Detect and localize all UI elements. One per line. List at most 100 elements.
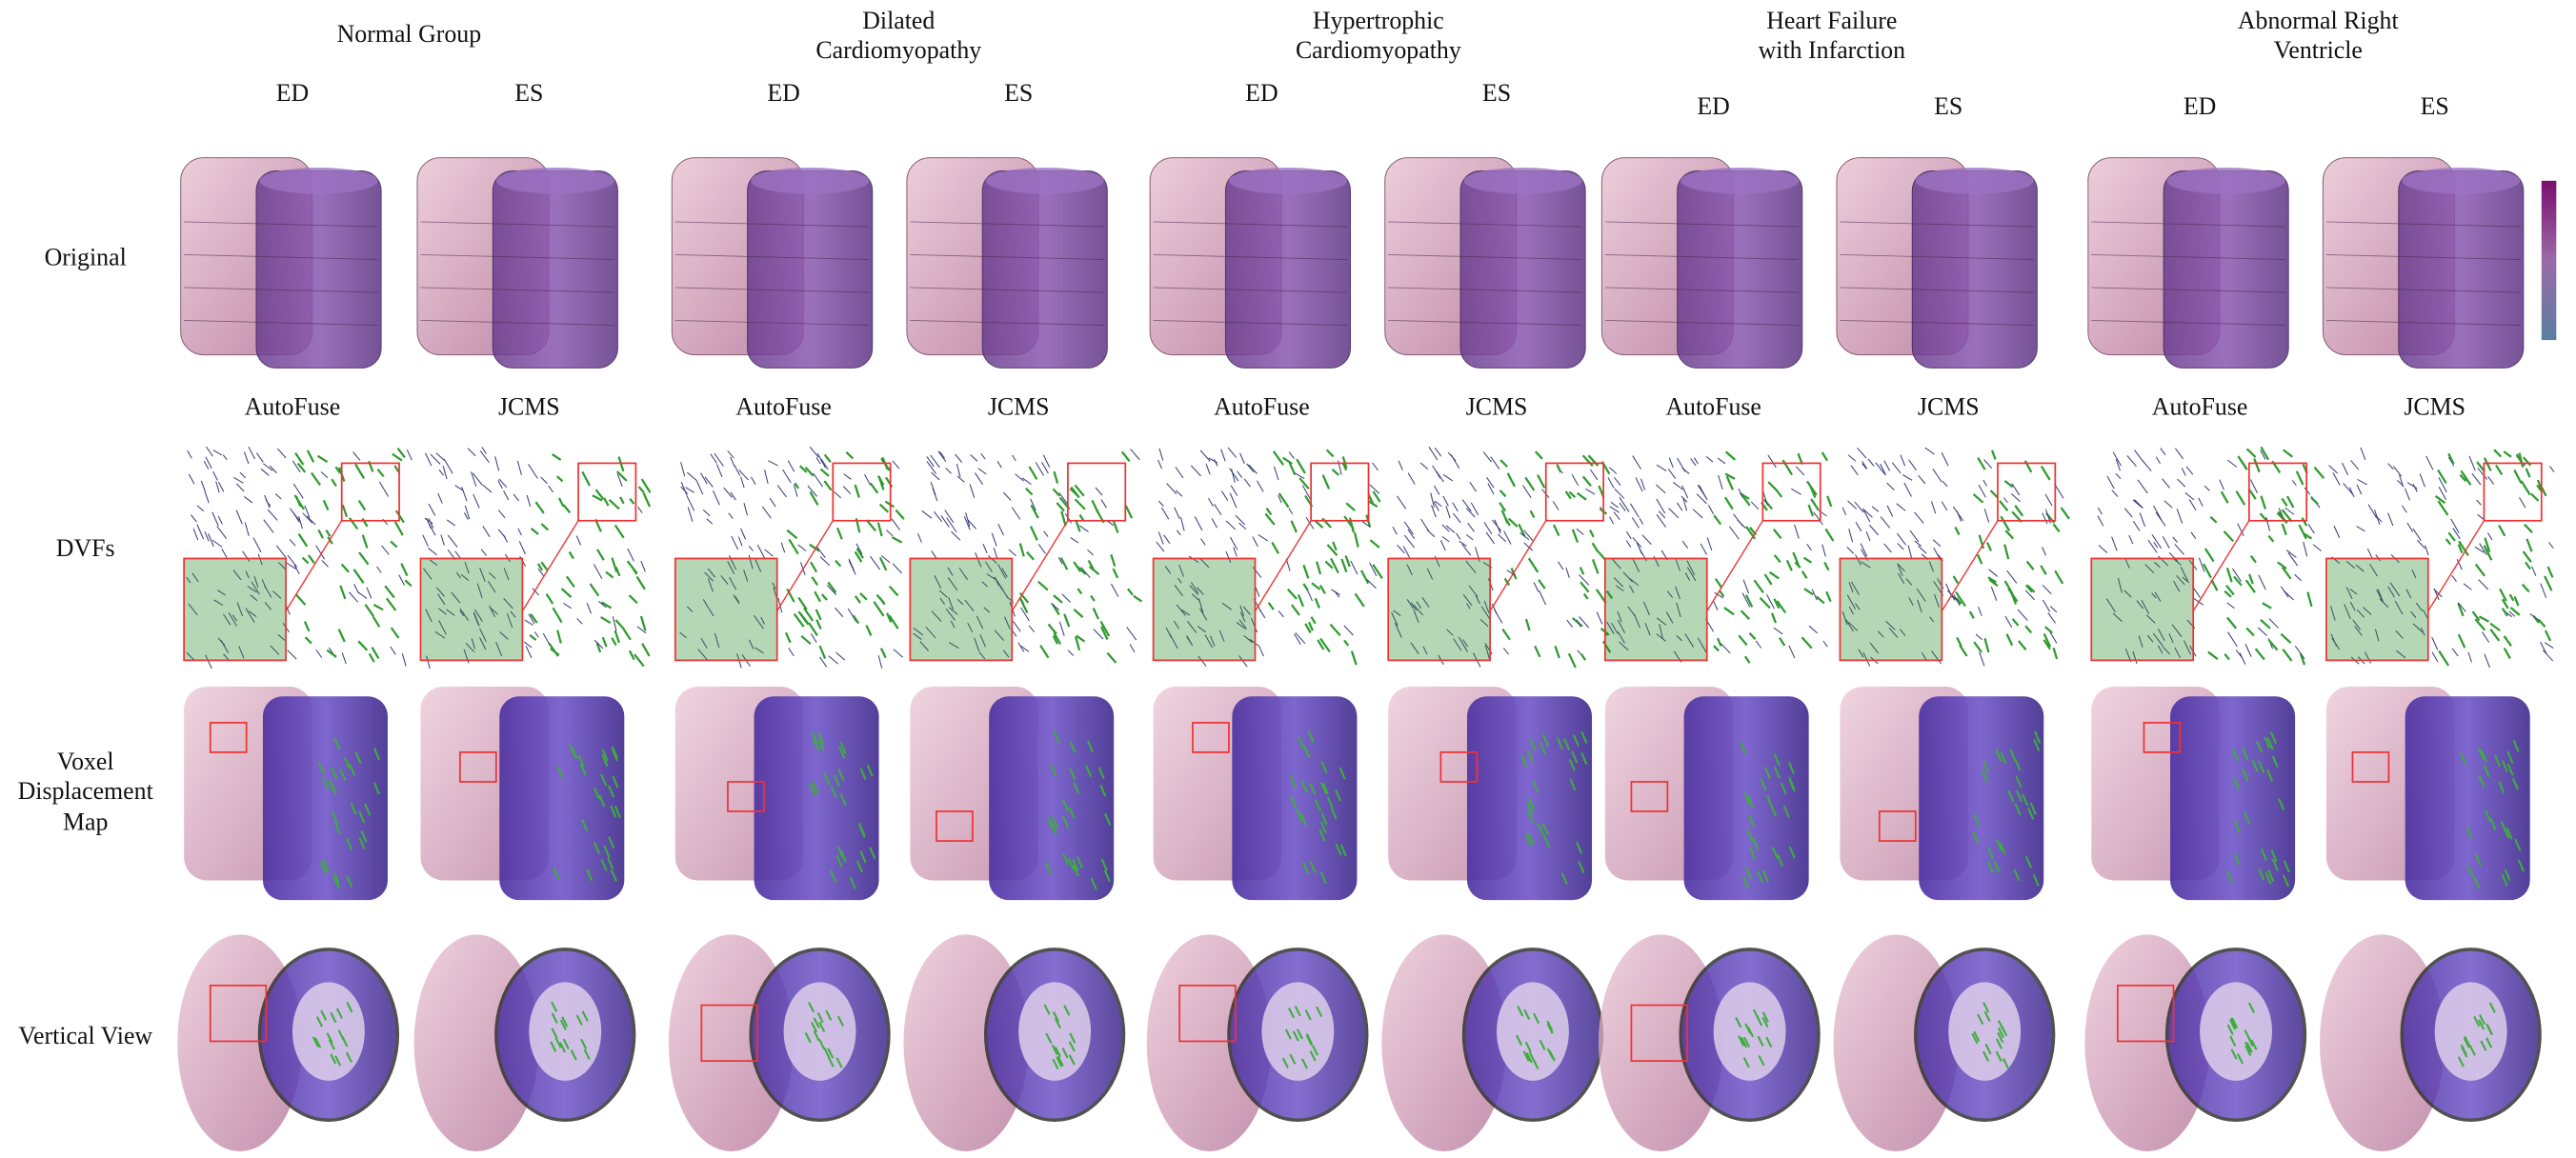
slice-line <box>1153 319 1348 326</box>
heart-render <box>416 157 618 369</box>
vector <box>438 608 447 615</box>
vector <box>1999 842 2006 855</box>
vector <box>1057 556 1063 565</box>
vector <box>2483 457 2492 471</box>
vector <box>315 649 323 658</box>
vector <box>1284 1028 1292 1040</box>
vector <box>2231 749 2240 762</box>
vector <box>1607 477 1615 489</box>
vector <box>1821 544 1826 557</box>
lv-top <box>1228 168 1348 194</box>
vector <box>2486 532 2493 541</box>
heart-render <box>2087 157 2289 369</box>
vector <box>1759 597 1771 609</box>
vector <box>1030 498 1036 511</box>
vector <box>1406 599 1415 609</box>
vector <box>2251 759 2259 772</box>
vector <box>1329 623 1341 636</box>
vector <box>2506 750 2514 764</box>
vector <box>835 854 843 868</box>
method-label: JCMS <box>2404 392 2465 420</box>
left-ventricle <box>1459 170 1586 369</box>
vector <box>594 842 601 855</box>
vector <box>1740 741 1747 754</box>
vector <box>996 461 1002 469</box>
vector <box>1160 507 1170 520</box>
vector <box>1918 545 1927 554</box>
vector <box>855 548 864 559</box>
vector <box>326 1032 333 1044</box>
vector <box>1606 621 1615 634</box>
vector <box>1063 613 1071 628</box>
vector <box>1533 582 1540 592</box>
vector <box>2034 730 2042 744</box>
slice-line <box>1153 253 1348 261</box>
vector <box>269 465 277 474</box>
vector <box>1982 479 1987 487</box>
vector <box>818 1021 826 1032</box>
vector <box>1035 462 1045 476</box>
vector <box>680 486 688 494</box>
zoom-connector <box>1254 520 1312 611</box>
vector <box>976 615 984 629</box>
vector <box>1942 480 1948 488</box>
vector <box>931 610 942 622</box>
vector <box>926 461 937 474</box>
vector <box>2229 1035 2237 1047</box>
vector <box>1983 1010 1991 1022</box>
vector <box>1156 541 1165 552</box>
vector <box>2248 573 2254 585</box>
vector <box>2281 567 2292 580</box>
vector <box>306 449 315 463</box>
vector <box>2280 632 2292 644</box>
vector <box>1063 1005 1071 1016</box>
vector <box>346 837 353 850</box>
vector <box>1290 604 1300 616</box>
vector <box>1068 1054 1076 1066</box>
vector <box>1788 645 1796 659</box>
vector <box>1186 621 1197 633</box>
vector <box>1281 1057 1289 1068</box>
vector <box>328 1039 335 1050</box>
vector <box>815 609 822 621</box>
vector <box>1499 489 1507 498</box>
vector <box>215 481 220 493</box>
vector <box>221 548 228 558</box>
vector <box>2520 480 2531 496</box>
vector <box>2344 604 2351 619</box>
vector <box>1846 594 1857 609</box>
vector <box>577 754 585 768</box>
zoom-inset <box>419 557 524 662</box>
zoom-box <box>577 462 637 522</box>
vector <box>2172 557 2182 566</box>
lv-top <box>1915 168 2034 194</box>
vector <box>479 450 490 463</box>
vector <box>1781 459 1793 476</box>
vector <box>939 451 945 459</box>
vector <box>1294 1006 1301 1017</box>
vector <box>1656 617 1667 626</box>
vector <box>200 480 206 492</box>
vector <box>2457 1056 2465 1068</box>
vector <box>2281 497 2288 507</box>
zoom-box <box>1761 462 1821 522</box>
vector <box>2177 478 2186 488</box>
vertical-render <box>1598 934 1821 1151</box>
vector <box>2437 469 2447 485</box>
vector <box>1681 540 1689 549</box>
vertical-render <box>1146 934 1369 1151</box>
vector <box>1442 473 1454 482</box>
vector <box>1802 556 1813 564</box>
vector <box>940 515 950 528</box>
vector <box>1757 1035 1764 1047</box>
vector <box>364 803 372 816</box>
vector <box>1552 524 1560 537</box>
vector <box>2249 554 2257 564</box>
vector <box>2458 540 2469 556</box>
highlight-box <box>2351 751 2390 783</box>
vector <box>2009 749 2017 762</box>
vector <box>2478 774 2485 788</box>
vector <box>738 469 749 481</box>
vector <box>1074 484 1085 497</box>
vector <box>2451 575 2457 582</box>
